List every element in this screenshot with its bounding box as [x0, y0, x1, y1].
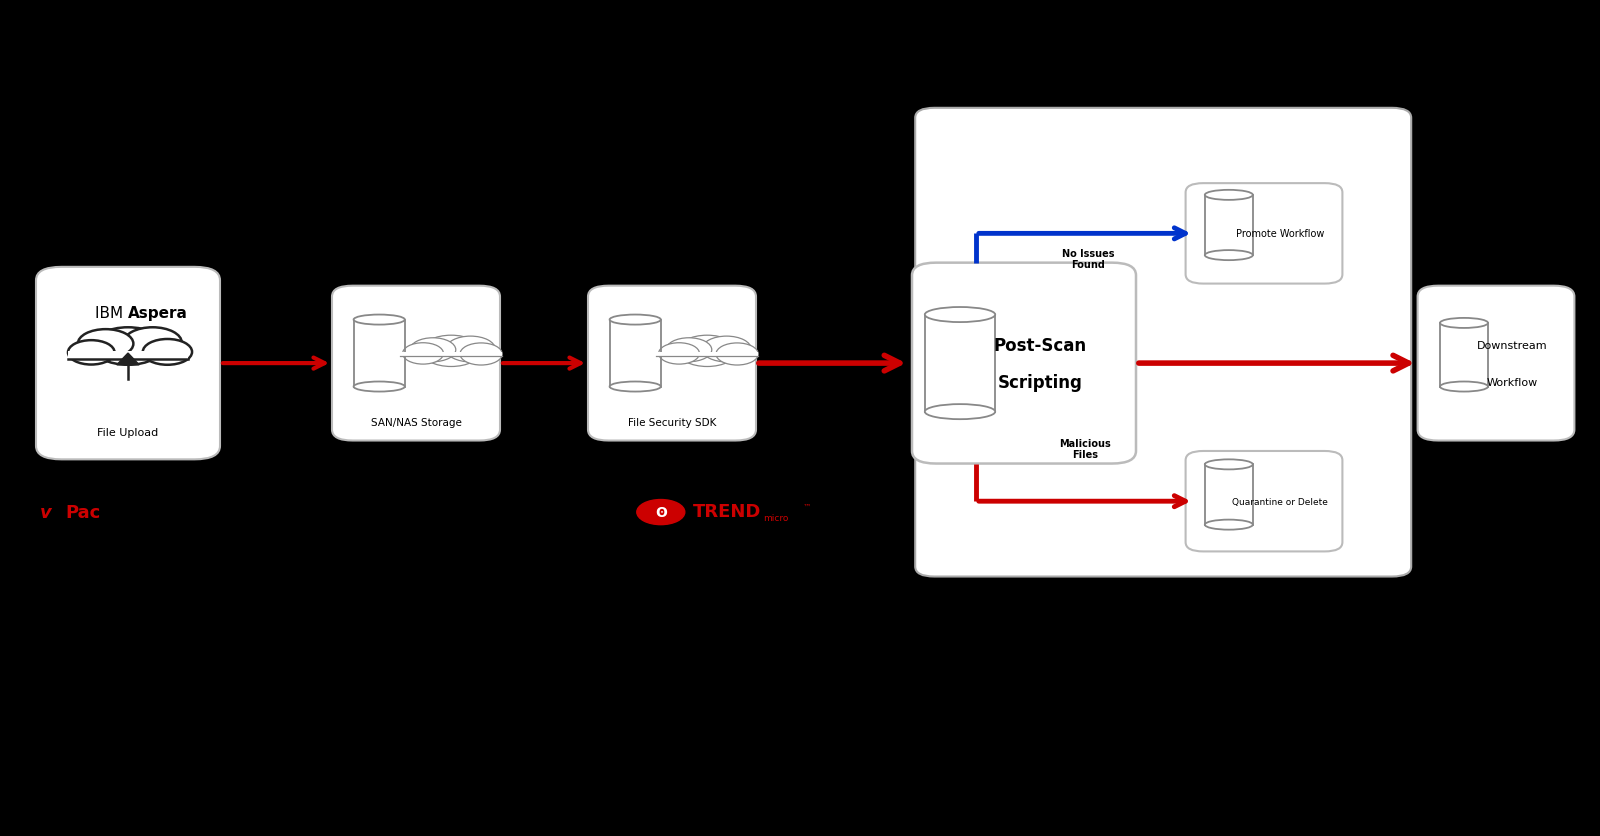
Polygon shape — [1205, 196, 1253, 256]
Text: Promote Workflow: Promote Workflow — [1235, 229, 1325, 239]
Text: Malicious
Files: Malicious Files — [1059, 438, 1110, 460]
Text: Optional: Optional — [1128, 589, 1198, 608]
Text: Downstream: Downstream — [1477, 340, 1547, 350]
Ellipse shape — [354, 315, 405, 325]
Circle shape — [78, 329, 133, 359]
Circle shape — [67, 341, 115, 365]
Ellipse shape — [1440, 382, 1488, 392]
FancyBboxPatch shape — [333, 286, 499, 441]
Circle shape — [659, 344, 699, 364]
Ellipse shape — [610, 382, 661, 392]
Circle shape — [702, 337, 752, 363]
Text: v: v — [40, 503, 51, 522]
Circle shape — [93, 328, 163, 365]
Ellipse shape — [1205, 191, 1253, 201]
Ellipse shape — [354, 382, 405, 392]
Polygon shape — [354, 320, 405, 387]
Text: Scripting: Scripting — [997, 373, 1083, 391]
Circle shape — [461, 344, 502, 365]
FancyBboxPatch shape — [1186, 184, 1342, 284]
Circle shape — [123, 328, 182, 359]
Text: Post-Scan: Post-Scan — [994, 336, 1086, 354]
Text: TREND: TREND — [693, 502, 762, 521]
Text: IBM: IBM — [94, 306, 128, 321]
Ellipse shape — [1205, 251, 1253, 261]
Text: File Upload: File Upload — [98, 427, 158, 437]
Ellipse shape — [1440, 319, 1488, 329]
Text: Workflow: Workflow — [1486, 377, 1538, 387]
Text: SAN/NAS Storage: SAN/NAS Storage — [371, 417, 461, 427]
Text: ʘ: ʘ — [654, 506, 667, 519]
Ellipse shape — [610, 315, 661, 325]
Circle shape — [403, 344, 443, 364]
Polygon shape — [610, 320, 661, 387]
Circle shape — [666, 339, 712, 362]
Text: micro: micro — [763, 514, 789, 522]
Text: Pac: Pac — [66, 503, 101, 522]
FancyBboxPatch shape — [915, 109, 1411, 577]
Polygon shape — [67, 351, 189, 359]
Polygon shape — [925, 315, 995, 412]
FancyBboxPatch shape — [589, 286, 757, 441]
Text: File Security SDK: File Security SDK — [627, 417, 717, 427]
Ellipse shape — [925, 405, 995, 420]
Ellipse shape — [1205, 520, 1253, 530]
Circle shape — [717, 344, 758, 365]
Text: No Issues
Found: No Issues Found — [1062, 248, 1114, 270]
Text: ™: ™ — [803, 502, 811, 511]
Circle shape — [637, 500, 685, 525]
Ellipse shape — [1205, 460, 1253, 470]
Text: Aspera: Aspera — [128, 306, 187, 321]
Text: Quarantine or Delete: Quarantine or Delete — [1232, 497, 1328, 506]
Circle shape — [421, 336, 482, 367]
FancyBboxPatch shape — [35, 268, 221, 460]
Circle shape — [446, 337, 496, 363]
Polygon shape — [400, 353, 502, 357]
Polygon shape — [1205, 465, 1253, 525]
Circle shape — [410, 339, 456, 362]
FancyBboxPatch shape — [1186, 451, 1342, 552]
Polygon shape — [1440, 324, 1488, 387]
FancyBboxPatch shape — [1418, 286, 1574, 441]
Ellipse shape — [925, 308, 995, 323]
Polygon shape — [117, 354, 139, 365]
Polygon shape — [656, 353, 758, 357]
FancyBboxPatch shape — [912, 263, 1136, 464]
Circle shape — [142, 339, 192, 365]
Circle shape — [677, 336, 738, 367]
